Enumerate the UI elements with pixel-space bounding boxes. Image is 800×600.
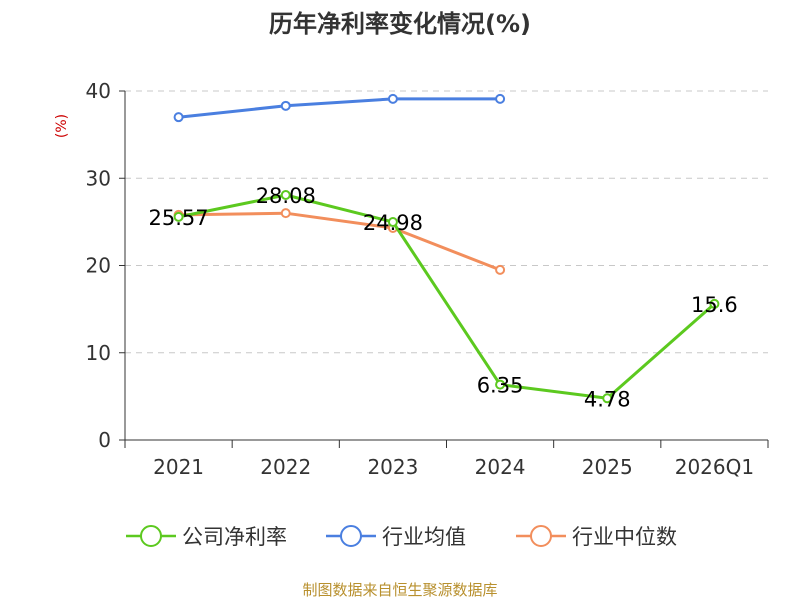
y-axis-label: (%) [54,114,70,138]
series-line [178,97,501,119]
axes: 0 10 20 30 40 2021 2022 2023 2024 2025 2026Q1 [86,79,769,479]
data-label: 15.6 [691,293,738,317]
series-1 [173,93,506,123]
legend-label: 行业均值 [382,525,466,549]
data-label: 4.78 [584,387,631,411]
y-tick-label: 40 [86,79,111,103]
data-point [280,100,291,111]
data-point [495,379,506,390]
data-labels: 25.57 28.08 24.98 6.35 4.78 15.6 [149,184,738,411]
series-line [178,211,501,272]
y-tick-label: 0 [98,428,111,452]
data-label: 25.57 [149,206,209,230]
legend-label: 公司净利率 [182,525,287,549]
data-label: 24.98 [363,211,423,235]
x-tick-label: 2021 [153,455,204,479]
data-point [173,211,184,222]
x-tick-label: 2024 [475,455,526,479]
x-tick-label: 2023 [367,455,418,479]
x-tick-label: 2026Q1 [675,455,754,479]
data-point [495,93,506,104]
x-tick-label: 2022 [260,455,311,479]
grid-lines [125,90,768,354]
data-point [173,112,184,123]
series-2 [173,208,506,275]
y-tick-label: 20 [86,254,111,278]
data-point [387,93,398,104]
legend-marker [340,525,362,547]
series-line [178,193,716,400]
data-point [280,208,291,219]
data-point [280,190,291,201]
legend-marker [530,525,552,547]
series-layer [173,93,720,404]
data-point [602,393,613,404]
data-point [387,217,398,228]
x-tick-label: 2025 [582,455,633,479]
legend: 公司净利率 行业均值 行业中位数 [126,525,677,549]
legend-marker [140,525,162,547]
data-point [709,298,720,309]
y-tick-label: 30 [86,166,111,190]
legend-label: 行业中位数 [572,525,677,549]
legend-item: 行业均值 [326,525,466,549]
data-label: 6.35 [477,374,524,398]
y-tick-label: 10 [86,341,111,365]
chart-title: 历年净利率变化情况(%) [269,10,531,38]
legend-item: 公司净利率 [126,525,287,549]
data-point [495,264,506,275]
source-footer: 制图数据来自恒生聚源数据库 [302,581,497,599]
legend-item: 行业中位数 [516,525,677,549]
data-label: 28.08 [256,184,316,208]
series-0 [173,190,720,404]
